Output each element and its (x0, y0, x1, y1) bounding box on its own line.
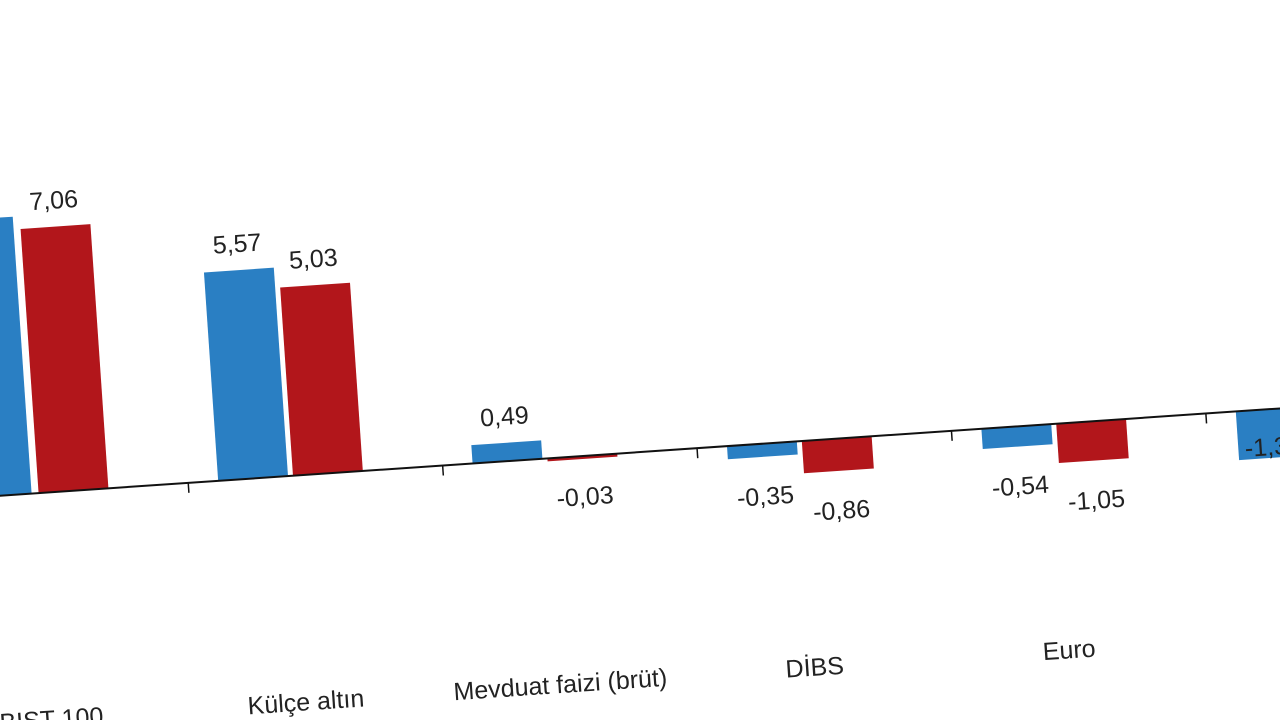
x-tick (187, 482, 190, 493)
x-tick (950, 430, 953, 441)
category-label: Mevduat faizi (brüt) (453, 664, 668, 706)
x-axis-ticks (187, 413, 1208, 493)
data-label: -0,35 (736, 481, 795, 513)
x-tick (1205, 413, 1208, 424)
data-labels: 7,06 5,57 5,03 0,49 -0,03 -0,35 -0,86 -0,54 -1,0… (28, 185, 1280, 527)
category-label: Külçe altın (247, 684, 365, 720)
data-label: -0,54 (991, 471, 1050, 503)
data-label: -0,86 (812, 495, 871, 527)
bar-series2-1 (280, 282, 363, 476)
bar-series1-2 (471, 440, 543, 464)
category-label: DİBS (785, 651, 845, 684)
bar-series1-1 (203, 267, 288, 481)
x-tick (441, 465, 445, 476)
category-labels: BIST 100 Külçe altın Mevduat faizi (brüt) D… (0, 635, 1097, 720)
category-label: Euro (1042, 635, 1097, 667)
bar-series2-4 (1056, 418, 1129, 463)
bar-series1-5 (1235, 406, 1280, 461)
data-label: 5,57 (212, 228, 262, 259)
x-axis-line (0, 400, 1280, 504)
data-label: -1,05 (1067, 485, 1126, 517)
x-tick (696, 448, 699, 459)
data-label: 0,49 (479, 401, 529, 432)
bars-layer (0, 216, 1280, 504)
data-label: 5,03 (288, 244, 338, 275)
data-label: -1,30 (1244, 431, 1280, 463)
bar-series2-3 (801, 436, 874, 474)
bar-series1-4 (981, 424, 1053, 450)
data-label: -0,03 (556, 481, 615, 513)
category-label: BIST 100 (0, 702, 104, 720)
data-label: 7,06 (28, 185, 78, 216)
bar-series2-0 (20, 224, 109, 494)
